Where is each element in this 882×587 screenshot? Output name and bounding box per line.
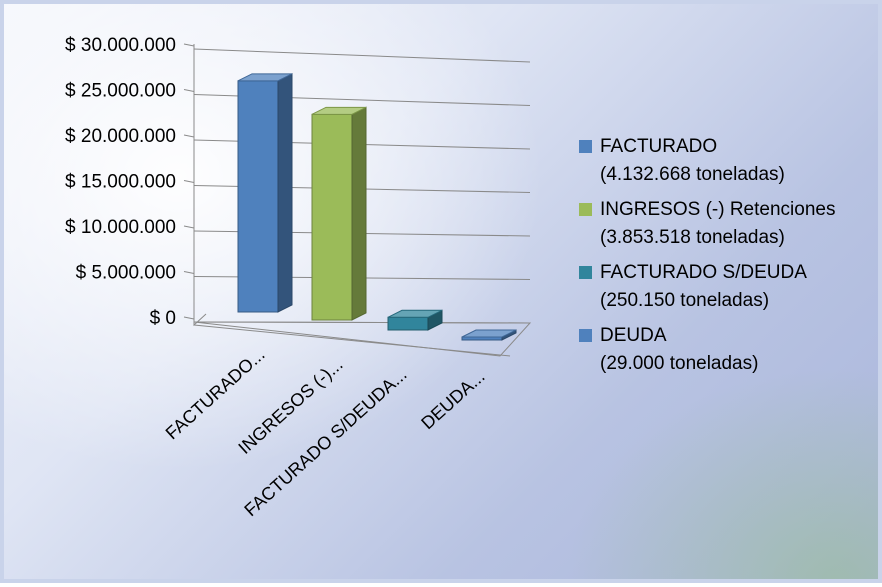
bars (237, 73, 517, 341)
y-tick-mark (183, 134, 195, 138)
legend-swatch (579, 329, 592, 342)
bar-4 (461, 329, 517, 341)
legend-item-3: FACTURADO S/DEUDA (250.150 toneladas) (579, 262, 807, 311)
y-tick-label: $ 20.000.000 (65, 126, 176, 147)
bar-side (351, 106, 367, 321)
legend-label: DEUDA (600, 325, 667, 346)
bar-top (311, 106, 367, 115)
legend-swatch (579, 203, 592, 216)
legend-sublabel: (3.853.518 toneladas) (600, 227, 785, 248)
category-labels: FACTURADO...INGRESOS (-)...FACTURADO S/D… (162, 344, 489, 520)
legend-item-1: FACTURADO (4.132.668 toneladas) (579, 136, 785, 185)
bar-top (461, 329, 517, 338)
x-axis-line (193, 324, 511, 357)
legend-label: FACTURADO (600, 136, 717, 157)
y-tick-mark (183, 89, 195, 92)
bar-top (237, 73, 293, 82)
bar-3 (387, 309, 443, 331)
left-wall (193, 44, 207, 327)
legend-swatch (579, 266, 592, 279)
bar-top (387, 309, 443, 318)
bar-chart-3d: $ 0 $ 5.000.000 $ 10.000.000 $ 15.000.000 $ … (65, 35, 835, 520)
category-label: DEUDA... (417, 366, 488, 433)
y-tick-mark (183, 316, 195, 320)
legend-sublabel: (250.150 toneladas) (600, 290, 769, 311)
legend-sublabel: (29.000 toneladas) (600, 353, 758, 374)
y-tick-label: $ 30.000.000 (65, 35, 176, 56)
y-tick-label: $ 25.000.000 (65, 81, 176, 102)
bar-front (387, 316, 429, 331)
y-axis-ticks: $ 0 $ 5.000.000 $ 10.000.000 $ 15.000.000 $ … (65, 35, 195, 329)
y-tick-label: $ 0 (150, 308, 176, 329)
y-tick-label: $ 10.000.000 (65, 217, 176, 238)
legend: FACTURADO (4.132.668 toneladas) INGRESOS (… (579, 136, 835, 374)
y-tick-mark (183, 271, 195, 274)
y-tick-mark (183, 180, 195, 183)
bar-1 (237, 73, 293, 313)
y-tick-mark (183, 43, 195, 47)
bar-front (237, 80, 279, 313)
legend-sublabel: (4.132.668 toneladas) (600, 164, 785, 185)
legend-item-2: INGRESOS (-) Retenciones (3.853.518 tonel… (579, 199, 835, 248)
y-tick-label: $ 15.000.000 (65, 172, 176, 193)
bar-front (311, 113, 353, 321)
legend-swatch (579, 140, 592, 153)
bar-2 (311, 106, 367, 321)
gridline (193, 48, 531, 63)
y-tick-label: $ 5.000.000 (76, 263, 176, 284)
legend-item-4: DEUDA (29.000 toneladas) (579, 325, 758, 374)
bar-side (277, 73, 293, 313)
y-tick-mark (183, 225, 195, 229)
floor (193, 321, 532, 357)
legend-label: INGRESOS (-) Retenciones (600, 199, 835, 220)
legend-label: FACTURADO S/DEUDA (600, 262, 807, 283)
